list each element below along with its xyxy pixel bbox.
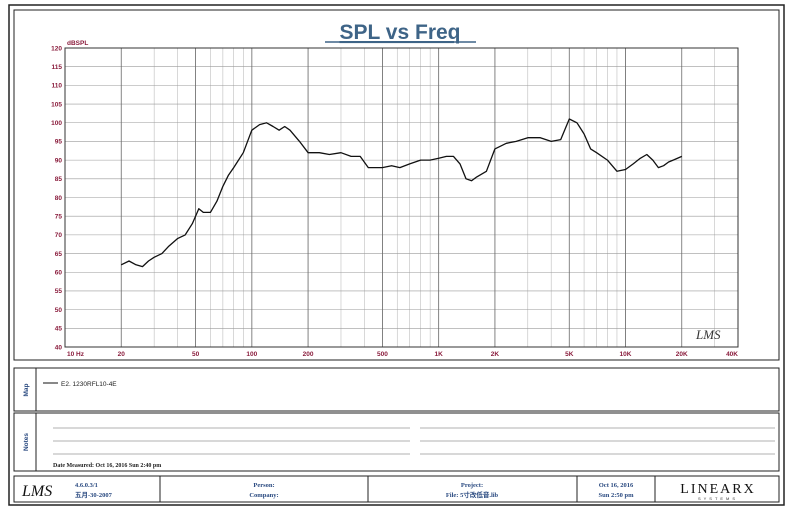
- plot-area: [64, 47, 739, 348]
- brand-logo: LINEARX: [680, 482, 755, 497]
- y-tick-label: 65: [55, 251, 63, 258]
- x-tick-label: 50: [192, 351, 200, 358]
- notes-label: Notes: [23, 433, 30, 451]
- person-label: Person:: [253, 482, 274, 489]
- series-line: [120, 118, 683, 268]
- x-tick-label: 200: [303, 351, 314, 358]
- project-label: Project:: [461, 482, 483, 489]
- notes-lines: [53, 427, 775, 455]
- y-tick-label: 50: [55, 307, 63, 314]
- x-tick-label: 5K: [565, 351, 574, 358]
- brand-sub: SYSTEMS: [698, 496, 738, 501]
- y-tick-label: 40: [55, 344, 63, 351]
- footer-logo: LMS: [21, 483, 52, 500]
- page-title: SPL vs Freq: [340, 21, 461, 44]
- y-tick-label: 85: [55, 176, 63, 183]
- series-layer: [120, 118, 683, 268]
- y-tick-label: 110: [52, 83, 63, 90]
- legend-entry: E2. 1230RFL10-4E: [61, 381, 117, 388]
- file-label: File: 5寸改低音.lib: [446, 490, 499, 499]
- footer-panel: [13, 475, 780, 503]
- x-tick-label: 2K: [491, 351, 500, 358]
- major-gridlines: [65, 47, 738, 348]
- y-tick-label: 60: [55, 270, 63, 277]
- y-tick-label: 120: [51, 45, 62, 52]
- y-tick-label: 70: [55, 232, 63, 239]
- y-tick-label: 90: [55, 157, 63, 164]
- y-tick-label: 55: [55, 288, 63, 295]
- x-tick-label: 1K: [435, 351, 444, 358]
- notes-panel: [13, 412, 780, 472]
- y-axis-label: dBSPL: [67, 40, 88, 47]
- x-axis-ticks: 10 Hz 20 50 100 200 500 1K 2K 5K 10K 20K 40K: [67, 351, 738, 358]
- y-tick-label: 45: [55, 326, 63, 333]
- x-tick-label: 500: [377, 351, 388, 358]
- x-tick-label: 10K: [620, 351, 632, 358]
- map-panel: [13, 367, 780, 412]
- footer-date: Oct 16, 2016: [599, 482, 634, 489]
- x-tick-label: 20K: [676, 351, 688, 358]
- date-measured: Date Measured: Oct 16, 2016 Sun 2:40 pm: [53, 463, 161, 469]
- y-tick-label: 75: [55, 213, 63, 220]
- y-axis-ticks: 40 45 50 55 60 65 70 75 80 85 90 95 100 105 110 115 120: [51, 45, 62, 351]
- lms-watermark: LMS: [695, 327, 721, 342]
- x-tick-label: 20: [118, 351, 126, 358]
- x-tick-label: 100: [246, 351, 257, 358]
- y-tick-label: 115: [52, 64, 63, 71]
- y-tick-label: 95: [55, 139, 63, 146]
- footer-version: 4.6.0.3/1: [75, 482, 98, 489]
- y-tick-label: 105: [51, 101, 62, 108]
- company-label: Company:: [249, 492, 278, 499]
- footer-version-date: 五月-30-2007: [75, 491, 113, 499]
- chart-panel: [13, 9, 780, 361]
- y-tick-label: 80: [55, 195, 63, 202]
- footer-time: Sun 2:50 pm: [598, 492, 634, 499]
- map-label: Map: [23, 383, 30, 396]
- x-tick-label: 40K: [726, 351, 738, 358]
- y-tick-label: 100: [51, 120, 62, 127]
- outer-border: [8, 4, 785, 506]
- x-tick-label: 10 Hz: [67, 351, 85, 358]
